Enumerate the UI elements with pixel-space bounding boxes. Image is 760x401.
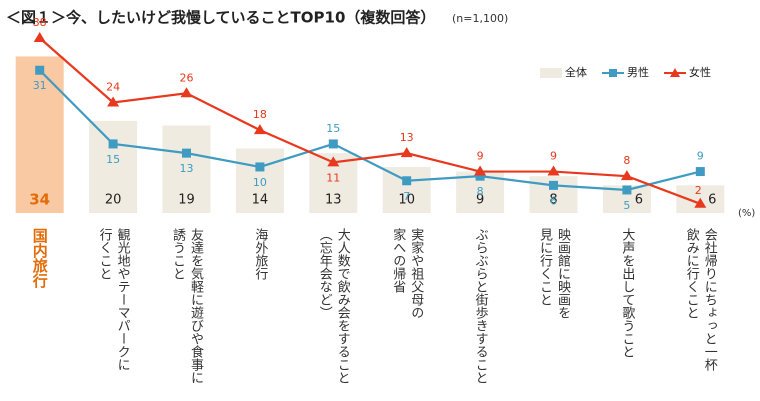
point-value-label: 9 [697,150,704,163]
point-value-label: 5 [623,199,630,212]
point-value-label: 13 [400,131,414,144]
marker [255,162,265,172]
unit-label: (%) [738,208,755,219]
bar-value-label: 13 [325,193,342,208]
marker [695,167,705,177]
bar-value-label: 8 [549,193,557,208]
point-value-label: 6 [550,194,557,207]
marker [620,170,633,181]
point-value-label: 15 [326,122,340,135]
bar [162,125,211,213]
point-value-label: 9 [550,150,557,163]
bar [382,166,431,213]
x-tick-label: 会社帰りにちょっと一杯 [701,228,717,371]
chart-subtitle: (n=1,100) [452,12,508,25]
marker [33,32,46,42]
marker [328,139,338,149]
point-value-label: 24 [106,80,120,93]
legend-label: 全体 [565,65,587,79]
x-tick-label: 国内旅行 [30,228,49,288]
legend-swatch [670,68,680,77]
point-value-label: 9 [477,150,484,163]
bar-value-label: 19 [178,193,195,208]
x-tick-label: 行くこと [96,228,112,280]
legend-swatch [540,68,562,78]
bar [89,120,138,213]
point-value-label: 26 [180,71,194,84]
point-value-label: 10 [253,176,267,189]
marker [327,156,340,167]
point-value-label: 8 [477,185,484,198]
legend-swatch [609,69,617,77]
line [38,37,701,205]
point-value-label: 13 [180,162,194,175]
bar-value-label: 14 [252,193,269,208]
bar-value-label: 34 [29,191,50,209]
x-tick-label: 大人数で飲み会をすること [334,228,350,384]
marker [253,124,266,135]
marker [547,165,560,176]
point-value-label: 38 [33,16,47,29]
x-tick-label: 見に行くこと [537,228,552,306]
x-tick-label: 海外旅行 [252,228,268,280]
marker [35,65,45,75]
bar [15,56,64,213]
marker [475,171,485,181]
x-tick-label: （忘年会など） [316,228,332,319]
marker [400,147,413,158]
marker [402,176,412,186]
x-tick-label: 家への帰省 [390,228,406,293]
bar-value-label: 20 [105,193,122,208]
x-tick-label: 観光地やテーマパークに [114,228,130,371]
bar-value-label: 9 [476,193,484,208]
bar-value-label: 6 [635,193,643,208]
marker [622,185,632,195]
point-value-label: 8 [623,154,630,167]
x-tick-label: 映画館に映画を [555,228,570,319]
x-tick-label: 実家や祖父母の [408,228,424,319]
chart-title: ＜図１＞今、したいけど我慢していることTOP10（複数回答） [6,9,435,27]
point-value-label: 31 [33,79,47,92]
point-value-label: 15 [106,153,120,166]
marker [108,139,118,149]
point-value-label: 7 [403,190,410,203]
marker [694,197,707,208]
x-tick-label: 大声を出して歌うこと [619,228,635,358]
bar-value-label: 6 [708,193,716,208]
marker [474,165,487,176]
x-tick-label: ぶらぶらと街歩きすること [472,228,488,384]
line [38,69,701,192]
point-value-label: 11 [326,171,340,184]
marker [549,180,558,190]
marker [107,96,120,107]
point-value-label: 2 [695,184,702,197]
x-tick-label: 飲みに行くこと [683,228,699,319]
marker [180,87,193,98]
legend-label: 男性 [627,65,649,79]
x-tick-label: 誘うこと [170,228,185,280]
x-tick-label: 友達を気軽に遊びや食事に [188,228,203,384]
legend-label: 女性 [689,65,711,79]
bar-value-label: 10 [398,193,415,208]
bar [235,148,284,213]
point-value-label: 18 [253,108,267,121]
marker [182,148,191,158]
